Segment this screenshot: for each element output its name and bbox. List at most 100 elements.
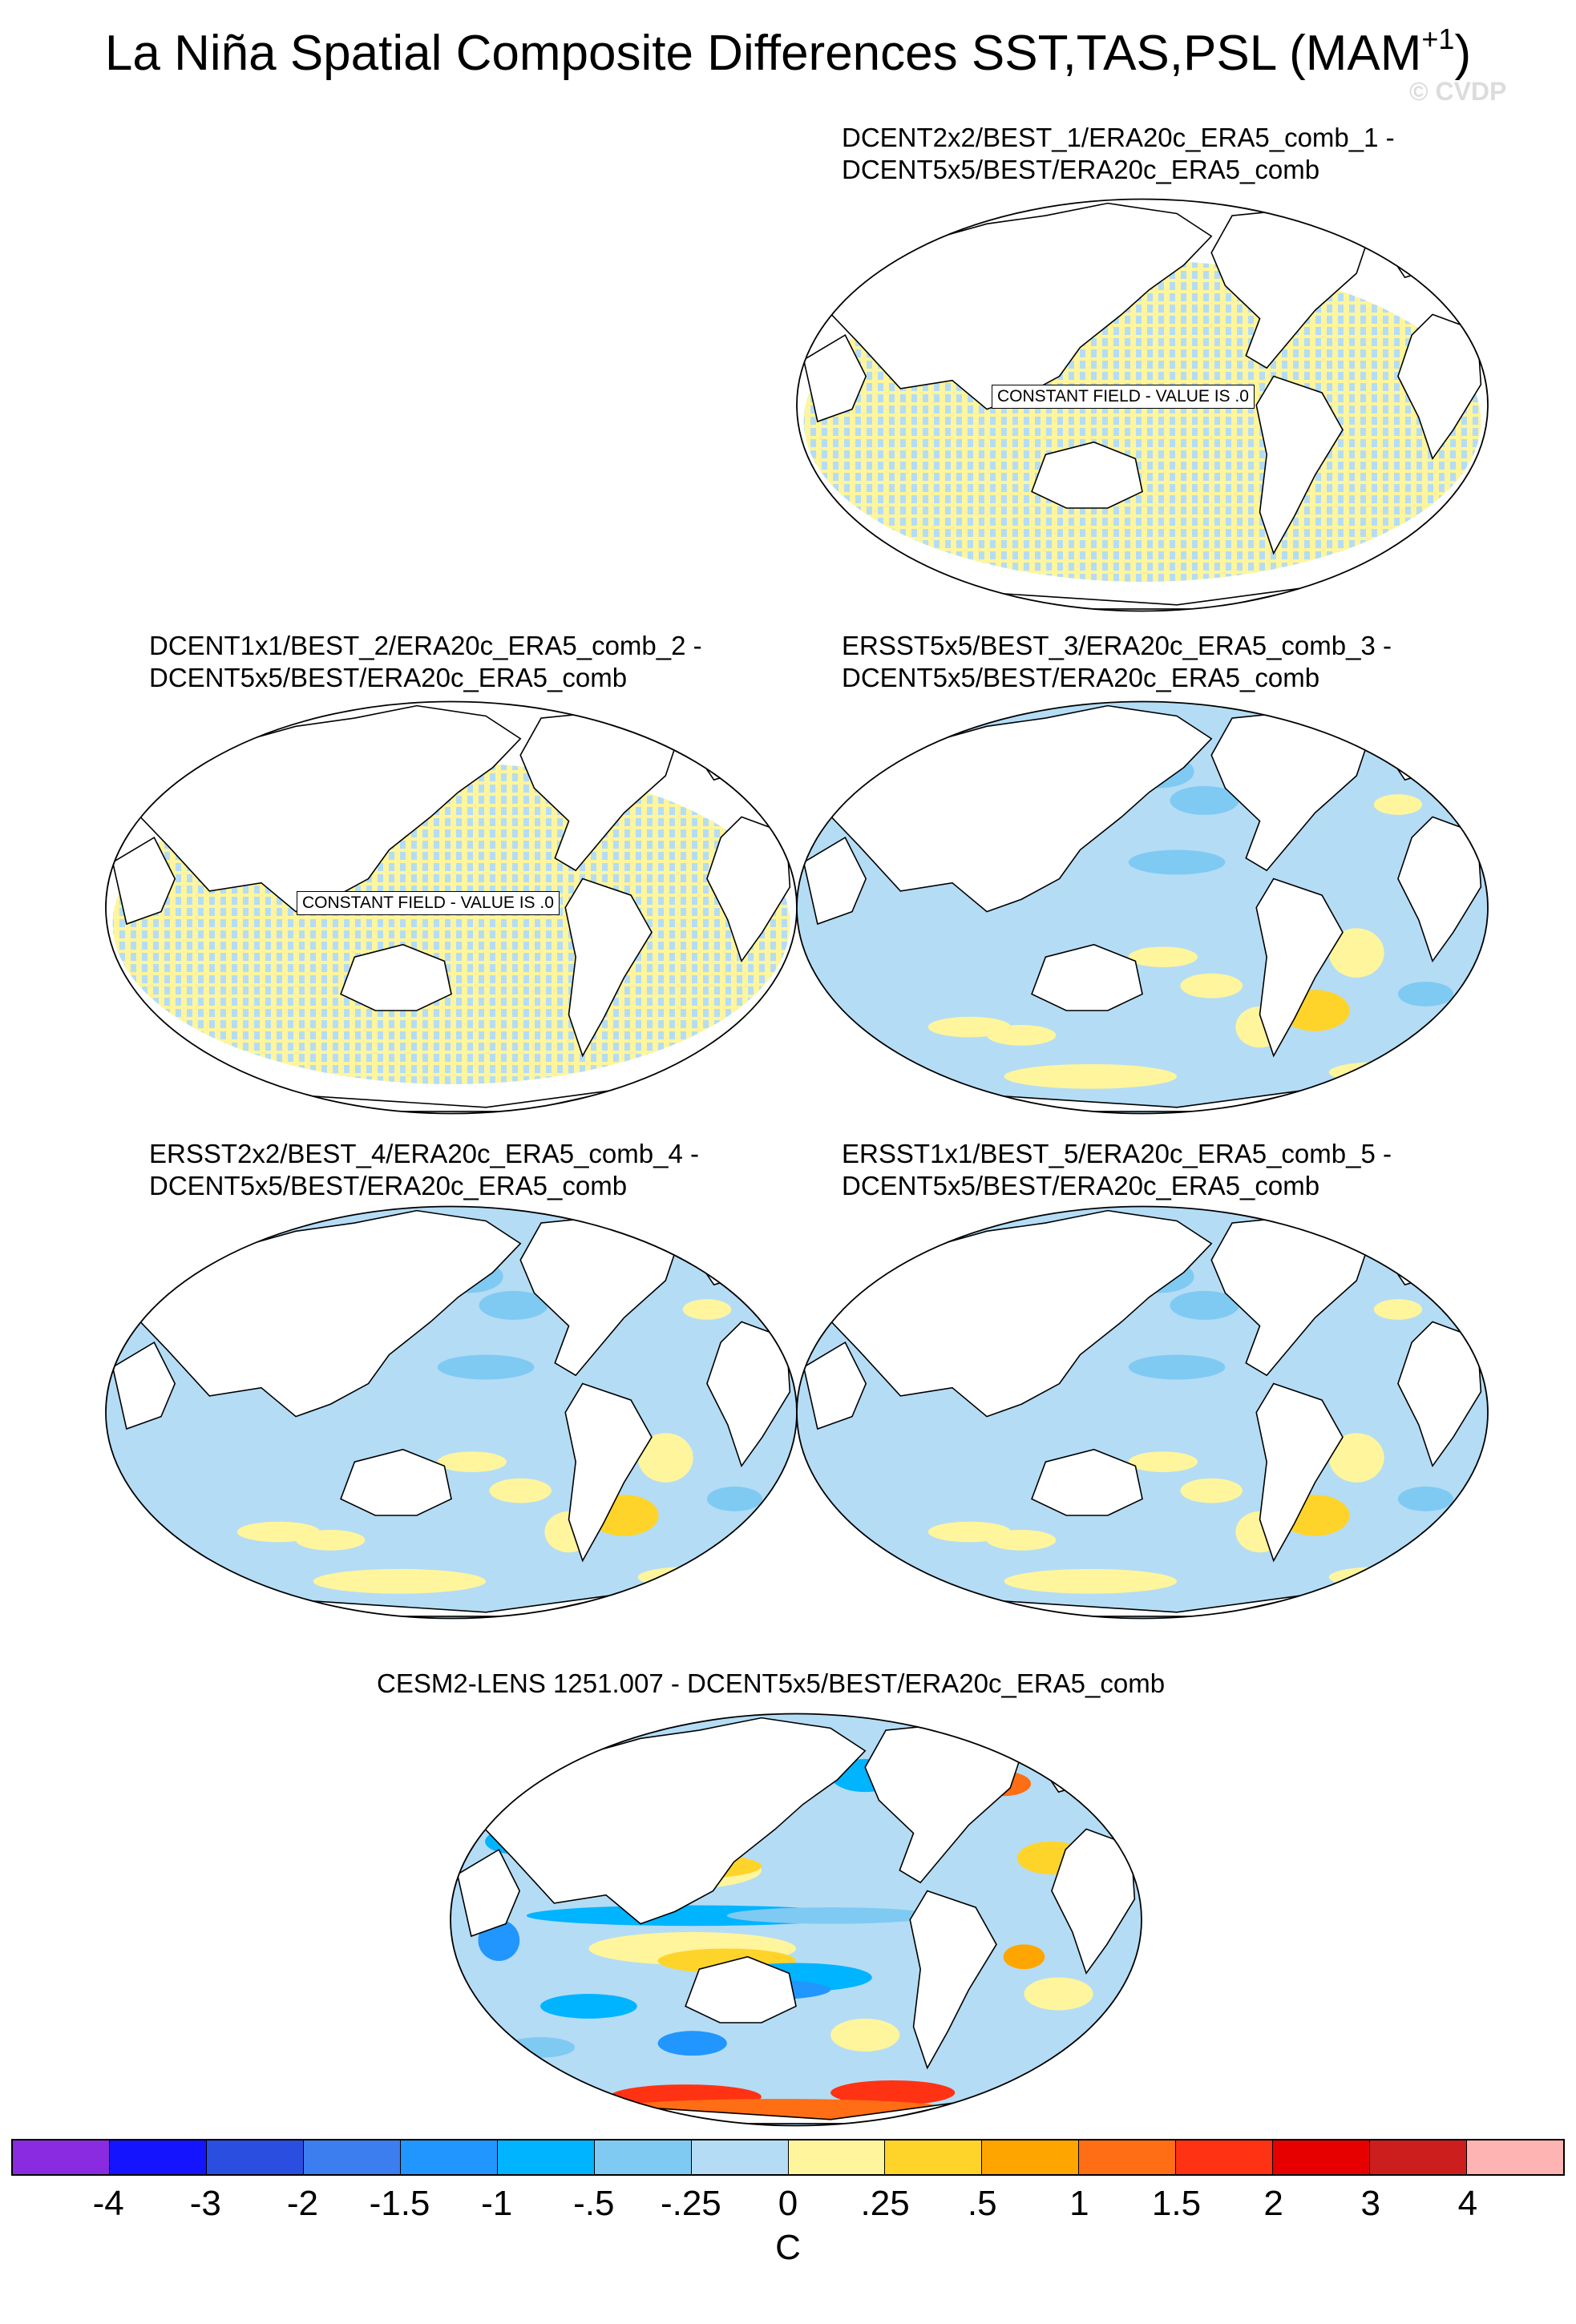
map-anomaly-region	[830, 2080, 956, 2105]
colorbar-swatch	[497, 2140, 595, 2174]
map-landmass	[111, 836, 176, 926]
panel-1-title-line1: DCENT2x2/BEST_1/ERA20c_ERA5_comb_1 -	[842, 123, 1395, 152]
colorbar-swatch	[788, 2140, 886, 2174]
colorbar-units-label: C	[775, 2228, 801, 2267]
panel-2-constant-field-label: CONSTANT FIELD - VALUE IS .0	[297, 891, 560, 915]
map-landmass	[1255, 1382, 1344, 1563]
map-anomaly-region	[1128, 1451, 1198, 1473]
panel-3-title: ERSST5x5/BEST_3/ERA20c_ERA5_comb_3 - DCE…	[842, 630, 1392, 694]
map-anomaly-region	[1397, 982, 1453, 1007]
panel-1-constant-field-label: CONSTANT FIELD - VALUE IS .0	[992, 385, 1255, 409]
map-landmass	[802, 333, 867, 423]
map-landmass	[340, 1448, 452, 1516]
colorbar-swatch	[206, 2140, 304, 2174]
panel-1-map	[796, 198, 1489, 612]
map-landmass	[456, 1848, 521, 1938]
panel-6-title: CESM2-LENS 1251.007 - DCENT5x5/BEST/ERA2…	[377, 1668, 1165, 1700]
colorbar	[11, 2139, 1565, 2176]
colorbar-tick-label: -1.5	[369, 2184, 430, 2223]
map-anomaly-region	[313, 1568, 487, 1594]
panel-5-title-line1: ERSST1x1/BEST_5/ERA20c_ERA5_comb_5 -	[842, 1139, 1392, 1168]
colorbar-tick-label: 1	[1069, 2184, 1089, 2223]
panel-2-map	[105, 700, 798, 1115]
colorbar-tick-label: -3	[189, 2184, 221, 2223]
map-anomaly-region	[1004, 1063, 1178, 1089]
colorbar-tick-label: -1	[481, 2184, 513, 2223]
map-anomaly-region	[814, 736, 877, 757]
colorbar-swatch	[400, 2140, 498, 2174]
panel-6-map	[450, 1713, 1142, 2127]
map-anomaly-region	[927, 1016, 1012, 1038]
map-anomaly-region	[489, 1478, 552, 1503]
map-anomaly-region	[1128, 849, 1226, 875]
panel-4-title-line2: DCENT5x5/BEST/ERA20c_ERA5_comb	[149, 1171, 628, 1200]
panel-4-map	[105, 1205, 798, 1620]
map-anomaly-region	[1004, 1568, 1178, 1594]
map-anomaly-region	[1180, 1478, 1243, 1503]
map-outline	[796, 198, 1489, 612]
map-anomaly-region	[830, 2018, 900, 2052]
map-anomaly-region	[540, 1994, 637, 2019]
colorbar-tick-label: .5	[967, 2184, 997, 2223]
map-landmass	[564, 1382, 653, 1563]
colorbar-swatch	[1467, 2140, 1563, 2174]
map-anomaly-region	[726, 1907, 935, 1924]
map-anomaly-region	[1128, 946, 1198, 968]
map-anomaly-region	[1170, 785, 1239, 815]
colorbar-swatch	[109, 2140, 207, 2174]
colorbar-tick-label: -.25	[660, 2184, 721, 2223]
colorbar-swatch	[1079, 2140, 1177, 2174]
colorbar-tick-label: -2	[286, 2184, 318, 2223]
map-outline	[796, 700, 1489, 1115]
colorbar-swatch	[303, 2140, 401, 2174]
colorbar-swatch	[13, 2140, 110, 2174]
panel-1-title-line2: DCENT5x5/BEST/ERA20c_ERA5_comb	[842, 155, 1320, 184]
map-anomaly-region	[1328, 928, 1384, 978]
map-anomaly-region	[479, 1290, 548, 1320]
main-title: La Niña Spatial Composite Differences SS…	[0, 22, 1576, 82]
map-anomaly-region	[927, 1521, 1012, 1543]
panel-1-title: DCENT2x2/BEST_1/ERA20c_ERA5_comb_1 - DCE…	[842, 122, 1395, 186]
map-outline	[796, 1205, 1489, 1620]
map-landmass	[685, 1955, 797, 2023]
cvdp-watermark: © CVDP	[1409, 77, 1507, 106]
colorbar-swatch	[594, 2140, 692, 2174]
map-anomaly-region	[1404, 1245, 1461, 1267]
map-anomaly-region	[1373, 794, 1423, 815]
title-close: )	[1454, 26, 1472, 81]
colorbar-swatch	[691, 2140, 789, 2174]
map-landmass	[802, 836, 867, 926]
panel-5-title: ERSST1x1/BEST_5/ERA20c_ERA5_comb_5 - DCE…	[842, 1138, 1392, 1202]
map-anomaly-region	[637, 1567, 735, 1588]
panel-2-title-line1: DCENT1x1/BEST_2/ERA20c_ERA5_comb_2 -	[149, 631, 702, 660]
panel-3-title-line1: ERSST5x5/BEST_3/ERA20c_ERA5_comb_3 -	[842, 631, 1392, 660]
map-anomaly-region	[637, 1433, 693, 1483]
panel-3-title-line2: DCENT5x5/BEST/ERA20c_ERA5_comb	[842, 663, 1320, 692]
map-anomaly-region	[682, 1299, 732, 1320]
map-anomaly-region	[1003, 1944, 1045, 1970]
panel-4-title: ERSST2x2/BEST_4/ERA20c_ERA5_comb_4 - DCE…	[149, 1138, 699, 1202]
panel-6-title-line1: CESM2-LENS 1251.007 - DCENT5x5/BEST/ERA2…	[377, 1668, 1166, 1698]
map-anomaly-region	[437, 1451, 507, 1473]
map-anomaly-region	[1180, 973, 1243, 999]
colorbar-swatch	[1273, 2140, 1371, 2174]
map-landmass	[802, 1341, 867, 1430]
map-anomaly-region	[236, 1521, 321, 1543]
map-outline	[450, 1713, 1142, 2127]
panel-2-title-line2: DCENT5x5/BEST/ERA20c_ERA5_comb	[149, 663, 628, 692]
colorbar-tick-label: 3	[1360, 2184, 1380, 2223]
map-anomaly-region	[1404, 740, 1461, 762]
colorbar-swatch	[1370, 2140, 1468, 2174]
map-anomaly-region	[1128, 1354, 1226, 1380]
map-anomaly-region	[1328, 1433, 1384, 1483]
map-landmass	[1031, 943, 1143, 1011]
map-anomaly-region	[713, 1245, 770, 1267]
colorbar-swatch	[885, 2140, 983, 2174]
panel-2-title: DCENT1x1/BEST_2/ERA20c_ERA5_comb_2 - DCE…	[149, 630, 702, 694]
colorbar-tick-label: 4	[1457, 2184, 1478, 2223]
panel-5-title-line2: DCENT5x5/BEST/ERA20c_ERA5_comb	[842, 1171, 1320, 1200]
panel-3-map	[796, 700, 1489, 1115]
map-anomaly-region	[437, 1354, 535, 1380]
map-anomaly-region	[657, 2031, 727, 2056]
map-landmass	[1031, 1448, 1143, 1516]
